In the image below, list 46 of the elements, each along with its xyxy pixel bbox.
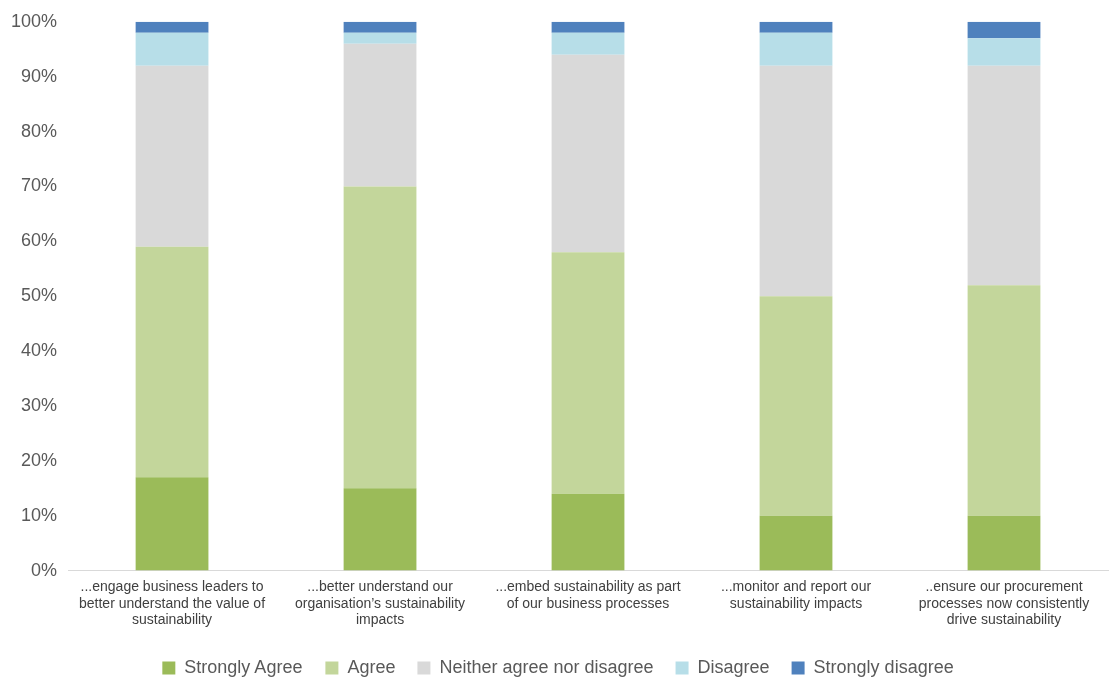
bar bbox=[135, 246, 209, 478]
bar bbox=[759, 32, 833, 66]
bar bbox=[343, 186, 417, 489]
y-tick-label: 20% bbox=[21, 449, 58, 470]
y-tick-label: 30% bbox=[21, 394, 58, 415]
x-tick-label: ...better understand our organisation’s sustainability impacts bbox=[294, 577, 466, 628]
bar bbox=[135, 477, 209, 571]
x-tick-label: ..ensure our procurement processes now consistently drive sustainability bbox=[918, 577, 1090, 628]
y-tick-label: 100% bbox=[10, 10, 58, 31]
y-tick-label: 60% bbox=[21, 230, 58, 251]
bar bbox=[135, 32, 209, 66]
y-tick-label: 70% bbox=[21, 175, 58, 196]
bar bbox=[343, 488, 417, 571]
legend-label: Agree bbox=[347, 656, 396, 677]
legend-label: Neither agree nor disagree bbox=[439, 656, 654, 677]
bar bbox=[343, 32, 417, 44]
bar bbox=[759, 65, 833, 297]
bar bbox=[343, 43, 417, 187]
legend-label: Disagree bbox=[697, 656, 770, 677]
bar bbox=[967, 515, 1041, 571]
y-tick-label: 80% bbox=[21, 120, 58, 141]
legend-label: Strongly Agree bbox=[184, 656, 303, 677]
x-tick-label: ...engage business leaders to better understand the value of sustainability bbox=[79, 577, 266, 628]
bar bbox=[759, 21, 833, 33]
bar bbox=[967, 21, 1041, 39]
legend-label: Strongly disagree bbox=[813, 656, 954, 677]
y-tick-label: 50% bbox=[21, 285, 58, 306]
bar bbox=[759, 515, 833, 571]
bar bbox=[551, 21, 625, 33]
x-tick-label: ...monitor and report our sustainability impacts bbox=[720, 577, 872, 611]
bar bbox=[135, 21, 209, 33]
bar bbox=[551, 32, 625, 55]
y-tick-label: 10% bbox=[21, 504, 58, 525]
y-tick-label: 0% bbox=[31, 559, 58, 580]
y-tick-label: 40% bbox=[21, 340, 58, 361]
bar bbox=[551, 493, 625, 571]
x-tick-label: ...embed sustainability as part of our business processes bbox=[495, 577, 681, 611]
bar bbox=[343, 21, 417, 33]
bar bbox=[967, 38, 1041, 66]
bar bbox=[551, 252, 625, 494]
y-tick-label: 90% bbox=[21, 65, 58, 86]
bar bbox=[967, 65, 1041, 286]
bar bbox=[759, 296, 833, 516]
bar bbox=[967, 285, 1041, 516]
bar bbox=[135, 65, 209, 247]
bar bbox=[551, 54, 625, 253]
